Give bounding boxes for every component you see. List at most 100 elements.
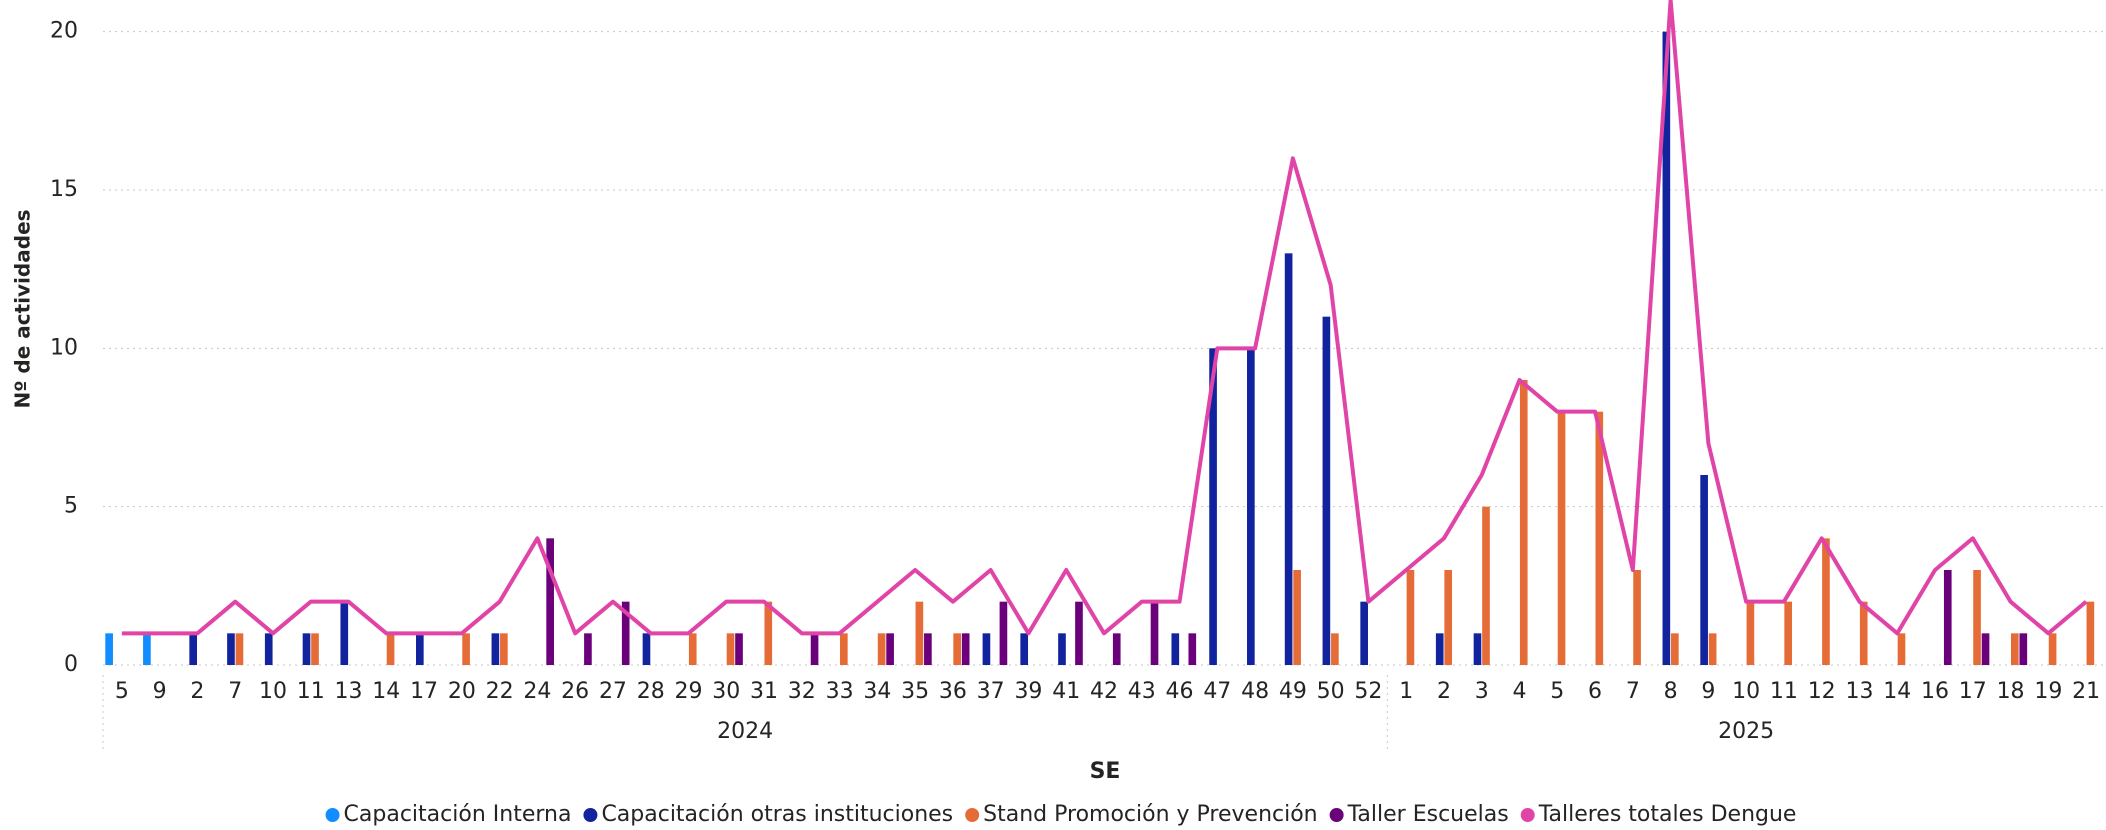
bar	[735, 633, 743, 665]
bar	[2048, 633, 2057, 665]
x-axis-title: SE	[1090, 759, 1121, 784]
x-tick-label: 43	[1128, 679, 1156, 704]
bar	[642, 633, 651, 665]
x-tick-label: 36	[939, 679, 967, 704]
x-tick-label: 9	[1701, 679, 1715, 704]
bar	[1171, 633, 1180, 665]
legend-label: Capacitación otras instituciones	[601, 802, 953, 827]
bar	[840, 633, 848, 665]
x-tick-label: 26	[561, 679, 589, 704]
x-tick-label: 52	[1354, 679, 1382, 704]
bar	[1557, 411, 1566, 665]
bar	[688, 633, 697, 665]
bar	[810, 633, 819, 665]
bar	[1519, 380, 1528, 665]
bar	[189, 633, 198, 665]
bar	[953, 633, 961, 665]
x-tick-label: 14	[372, 679, 400, 704]
legend-marker	[1520, 808, 1535, 822]
bar	[1633, 570, 1641, 665]
x-tick-label: 6	[1588, 679, 1602, 704]
x-tick-label: 9	[153, 679, 167, 704]
bar	[999, 601, 1008, 665]
bar	[143, 633, 151, 665]
bar	[924, 633, 932, 665]
bar	[1473, 633, 1482, 665]
bar	[1981, 633, 1990, 665]
y-tick-label: 10	[50, 335, 78, 360]
bar	[1360, 601, 1368, 665]
x-tick-label: 27	[599, 679, 627, 704]
y-tick-label: 20	[50, 19, 78, 44]
bar	[1708, 633, 1717, 665]
bar	[1784, 601, 1792, 665]
x-tick-label: 42	[1090, 679, 1118, 704]
x-tick-label: 10	[1732, 679, 1760, 704]
x-tick-label: 14	[1883, 679, 1911, 704]
x-tick-label: 20	[448, 679, 476, 704]
x-tick-label: 12	[1808, 679, 1836, 704]
x-tick-label: 13	[1845, 679, 1873, 704]
bar	[1595, 411, 1604, 665]
legend-label: Capacitación Interna	[344, 802, 572, 827]
bar	[546, 538, 554, 665]
x-tick-label: 3	[1475, 679, 1489, 704]
bar	[340, 601, 349, 665]
x-tick-label: 31	[750, 679, 778, 704]
legend-label: Talleres totales Dengue	[1538, 802, 1797, 827]
x-tick-label: 30	[712, 679, 740, 704]
x-tick-label: 34	[863, 679, 891, 704]
bar	[1859, 601, 1868, 665]
bar	[1322, 316, 1331, 665]
x-tick-label: 13	[335, 679, 363, 704]
x-tick-label: 32	[788, 679, 816, 704]
x-tick-label: 47	[1203, 679, 1231, 704]
bar	[915, 601, 924, 665]
legend-marker	[1329, 808, 1344, 822]
x-tick-label: 2	[190, 679, 204, 704]
bar	[1435, 633, 1444, 665]
x-tick-label: 8	[1664, 679, 1678, 704]
bar	[1662, 31, 1671, 665]
x-tick-label: 7	[228, 679, 242, 704]
bar	[1209, 348, 1217, 665]
bar	[227, 633, 235, 665]
bar	[1058, 633, 1066, 665]
bar	[1444, 570, 1453, 665]
x-tick-label: 39	[1014, 679, 1042, 704]
bar	[764, 601, 773, 665]
x-tick-label: 49	[1279, 679, 1307, 704]
bar	[1746, 601, 1755, 665]
x-tick-label: 41	[1052, 679, 1080, 704]
x-tick-label: 21	[2072, 679, 2100, 704]
x-tick-label: 18	[1997, 679, 2025, 704]
bar	[491, 633, 500, 665]
bar	[1943, 570, 1952, 665]
bar	[1973, 570, 1981, 665]
x-tick-label: 16	[1921, 679, 1949, 704]
x-tick-label: 19	[2034, 679, 2062, 704]
bar	[1671, 633, 1679, 665]
x-tick-label: 37	[977, 679, 1005, 704]
bar	[621, 601, 630, 665]
bar	[235, 633, 244, 665]
x-tick-label: 35	[901, 679, 929, 704]
bar	[961, 633, 970, 665]
bar	[1075, 601, 1083, 665]
x-tick-label: 46	[1166, 679, 1194, 704]
bar	[2086, 601, 2095, 665]
bar	[1293, 570, 1301, 665]
x-tick-label: 4	[1513, 679, 1527, 704]
legend-label: Stand Promoción y Prevención	[983, 802, 1317, 827]
x-tick-label: 5	[1550, 679, 1564, 704]
x-tick-label: 24	[523, 679, 551, 704]
legend-label: Taller Escuelas	[1347, 802, 1509, 827]
bar	[1020, 633, 1029, 665]
legend-marker	[325, 808, 340, 822]
bar	[264, 633, 273, 665]
line	[121, 0, 2088, 636]
group-label: 2024	[717, 719, 773, 744]
bar	[500, 633, 508, 665]
x-tick-label: 2	[1437, 679, 1451, 704]
